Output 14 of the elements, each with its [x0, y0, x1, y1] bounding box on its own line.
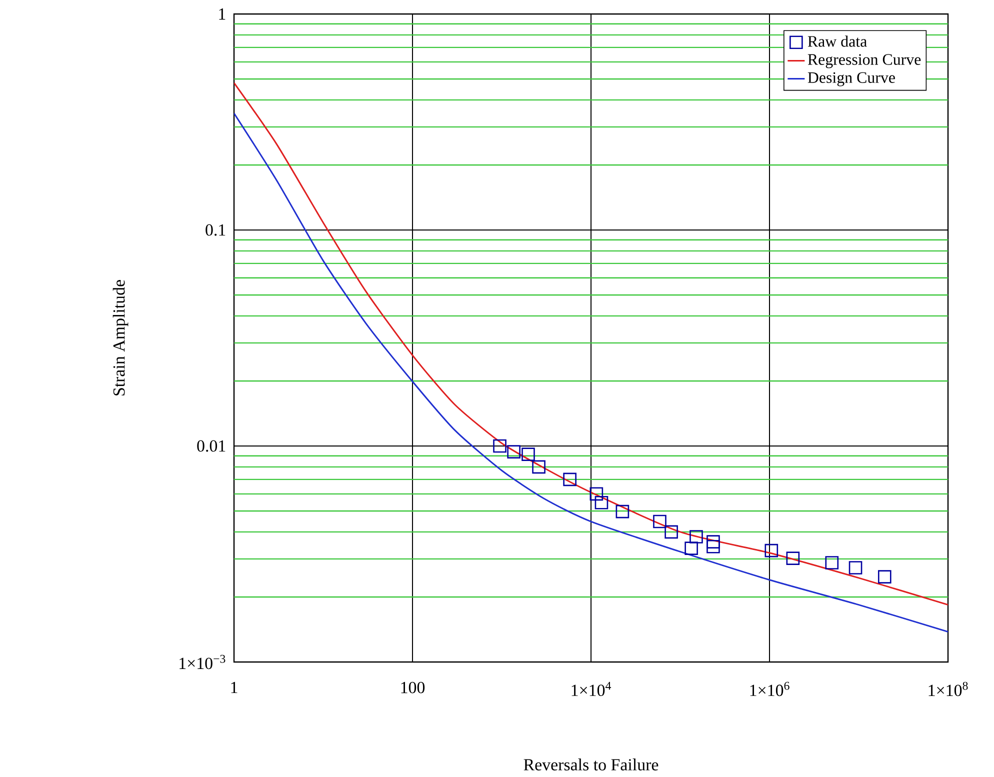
- y-tick-label: 0.1: [206, 224, 226, 236]
- y-tick-label: 1: [219, 8, 226, 20]
- x-tick-label: 1: [231, 682, 238, 694]
- x-tick-label: 1×10$^{8}$: [928, 682, 968, 696]
- x-axis-title: Reversals to Failure: [524, 758, 658, 770]
- y-tick-label: 0.01: [197, 440, 226, 452]
- x-tick-label: 100: [401, 682, 425, 694]
- legend-label: Raw data: [808, 36, 867, 47]
- y-tick-label: 1×10$^{−3}$: [180, 654, 226, 670]
- x-tick-label: 1×10$^{4}$: [572, 682, 612, 696]
- x-tick-label: 1×10$^{6}$: [750, 682, 790, 696]
- legend-label: Regression Curve: [808, 54, 921, 68]
- legend-label: Design Curve: [808, 72, 895, 86]
- y-axis-title: Strain Amplitude: [112, 280, 128, 396]
